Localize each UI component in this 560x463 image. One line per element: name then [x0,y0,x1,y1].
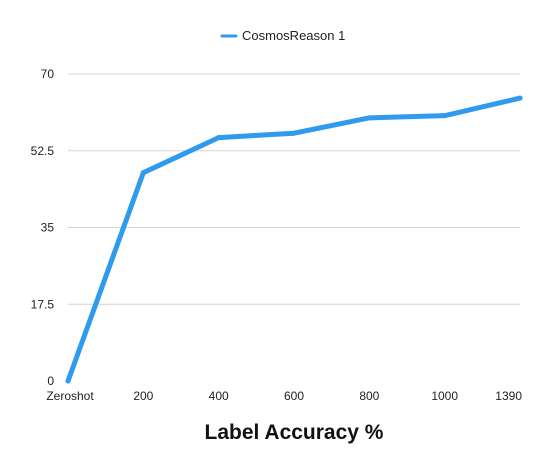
legend-label-cosmosreason-1: CosmosReason 1 [242,28,345,43]
gridlines [68,73,520,305]
y-tick-label: 52.5 [31,144,55,158]
x-tick-label: 600 [284,389,304,403]
data-point [291,130,297,136]
data-point [442,113,448,119]
y-tick-label: 35 [41,221,55,235]
x-tick-label: 200 [133,389,153,403]
x-tick-label: 400 [209,389,229,403]
x-axis-tick-labels: Zeroshot 200 400 600 800 1000 1390 [46,389,522,403]
y-axis-tick-labels: 0 17.5 35 52.5 70 [31,67,55,388]
data-point [65,378,71,384]
y-tick-label: 70 [41,67,55,81]
y-tick-label: 17.5 [31,297,55,311]
legend: CosmosReason 1 [220,28,345,43]
x-tick-label: Zeroshot [46,389,94,403]
series-line-cosmosreason-1 [65,95,523,384]
x-tick-label: 1000 [431,389,458,403]
data-point [366,115,372,121]
data-point [216,135,222,141]
series-group [65,95,523,384]
x-tick-label: 1390 [495,389,522,403]
data-point [140,170,146,176]
data-point [517,95,523,101]
x-axis-title: Label Accuracy % [205,421,384,444]
y-tick-label: 0 [47,374,54,388]
x-tick-label: 800 [359,389,379,403]
